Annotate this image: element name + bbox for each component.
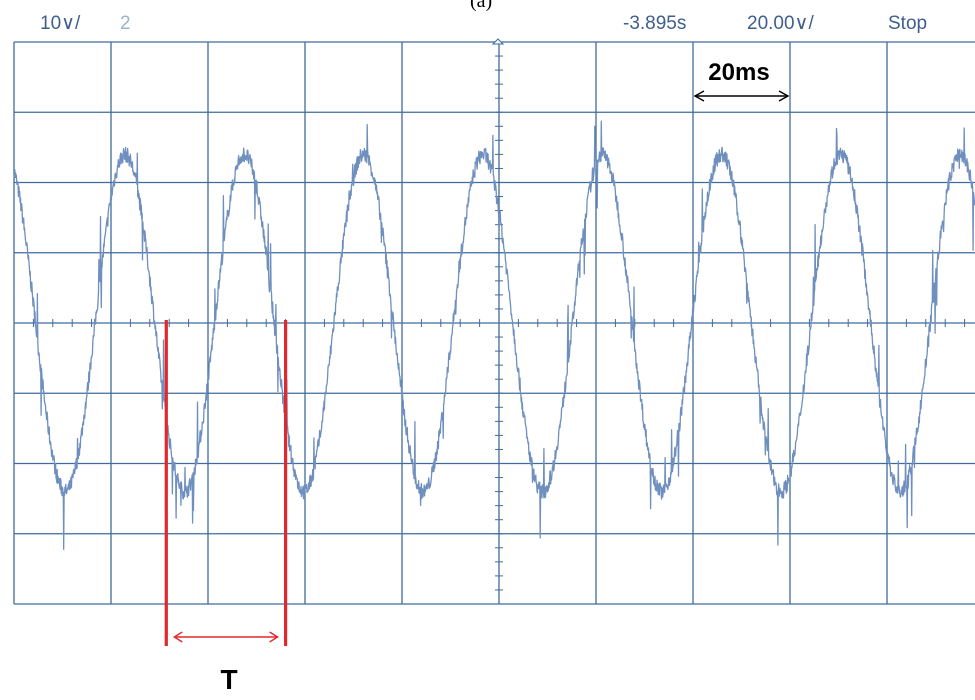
center-axis-ticks xyxy=(13,41,966,605)
period-label: T xyxy=(220,664,237,695)
run-state-label[interactable]: Stop xyxy=(888,13,927,34)
figure-label: (a) xyxy=(470,0,492,12)
time-offset-readout: -3.895s xyxy=(623,13,686,34)
ch2-label: 2 xyxy=(120,13,131,34)
ch1-scale-readout: 10∨/ xyxy=(40,13,81,34)
arrowhead-right-icon xyxy=(778,90,790,102)
trigger-marker-icon xyxy=(491,38,505,45)
time-scale-arrow xyxy=(693,90,790,102)
period-arrow xyxy=(172,631,279,643)
time-scale-annotation: 20ms xyxy=(708,59,769,86)
arrowhead-left-icon xyxy=(172,631,183,643)
time-scale-readout: 20.00∨/ xyxy=(747,13,814,34)
scope-grid xyxy=(13,41,975,605)
waveform-trace xyxy=(13,120,975,550)
arrowhead-right-icon xyxy=(269,631,279,643)
arrowhead-left-icon xyxy=(693,90,705,102)
